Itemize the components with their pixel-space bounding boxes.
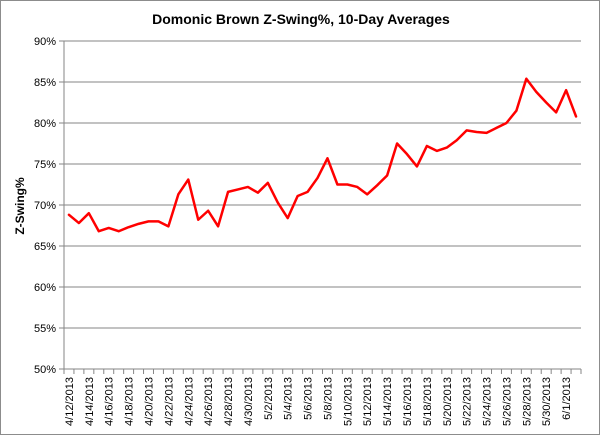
x-tick-label: 5/4/2013 xyxy=(283,377,295,420)
y-tick-label: 90% xyxy=(34,36,56,48)
data-point xyxy=(306,191,308,193)
data-point xyxy=(277,201,279,203)
chart-title: Domonic Brown Z-Swing%, 10-Day Averages xyxy=(152,11,450,27)
y-tick-label: 70% xyxy=(34,200,56,212)
data-point xyxy=(495,127,497,129)
data-point xyxy=(326,157,328,159)
x-tick-label: 4/30/2013 xyxy=(243,377,255,426)
data-point xyxy=(386,174,388,176)
data-point xyxy=(197,219,199,221)
x-tick-label: 4/18/2013 xyxy=(124,377,136,426)
y-tick-label: 60% xyxy=(34,282,56,294)
y-tick-label: 75% xyxy=(34,159,56,171)
x-tick-label: 5/30/2013 xyxy=(541,377,553,426)
data-point xyxy=(515,110,517,112)
data-point xyxy=(475,131,477,133)
x-tick-label: 4/26/2013 xyxy=(203,377,215,426)
data-point xyxy=(336,183,338,185)
x-tick-label: 4/20/2013 xyxy=(144,377,156,426)
x-tick-label: 6/1/2013 xyxy=(561,377,573,420)
gridlines xyxy=(64,40,581,329)
x-tick-label: 5/16/2013 xyxy=(402,377,414,426)
data-point xyxy=(127,226,129,228)
x-tick-label: 4/22/2013 xyxy=(163,377,175,426)
data-point xyxy=(426,145,428,147)
data-point xyxy=(436,150,438,152)
x-tick-label: 4/14/2013 xyxy=(84,377,96,426)
data-point xyxy=(545,101,547,103)
data-point xyxy=(207,210,209,212)
data-point xyxy=(575,115,577,117)
data-point xyxy=(157,220,159,222)
data-point xyxy=(187,178,189,180)
x-tick-label: 5/12/2013 xyxy=(362,377,374,426)
data-point xyxy=(416,165,418,167)
data-point xyxy=(535,91,537,93)
y-tick-labels: 50% 55% 60% 65% 70% 75% 80% 85% 90% xyxy=(34,36,56,376)
x-tick-label: 5/28/2013 xyxy=(521,377,533,426)
data-point xyxy=(296,195,298,197)
data-point xyxy=(98,230,100,232)
x-tick-label: 4/28/2013 xyxy=(223,377,235,426)
data-point xyxy=(147,220,149,222)
data-point xyxy=(446,146,448,148)
x-tick-label: 5/24/2013 xyxy=(482,377,494,426)
data-point xyxy=(406,153,408,155)
series-layer xyxy=(67,77,578,233)
data-point xyxy=(565,89,567,91)
data-point xyxy=(257,192,259,194)
y-tick-label: 50% xyxy=(34,364,56,376)
x-tick-label: 4/24/2013 xyxy=(183,377,195,426)
data-point xyxy=(217,225,219,227)
x-tick-label: 4/12/2013 xyxy=(64,377,76,426)
data-point xyxy=(68,214,70,216)
y-tick-label: 80% xyxy=(34,118,56,130)
x-tick-label: 4/16/2013 xyxy=(104,377,116,426)
data-point xyxy=(525,78,527,80)
x-tick-label: 5/20/2013 xyxy=(442,377,454,426)
axes xyxy=(59,40,582,374)
data-point xyxy=(237,188,239,190)
data-point xyxy=(485,132,487,134)
data-point xyxy=(456,139,458,141)
data-point xyxy=(167,225,169,227)
y-tick-label: 85% xyxy=(34,77,56,89)
data-point xyxy=(247,186,249,188)
x-tick-labels: 4/12/2013 4/14/2013 4/16/2013 4/18/2013 4/20… xyxy=(64,377,573,426)
data-point xyxy=(177,193,179,195)
data-point xyxy=(555,111,557,113)
data-point xyxy=(465,129,467,131)
data-point xyxy=(137,223,139,225)
y-axis-label: Z-Swing% xyxy=(13,177,27,235)
data-point xyxy=(346,183,348,185)
x-tick-label: 5/2/2013 xyxy=(263,377,275,420)
x-tick-label: 5/26/2013 xyxy=(501,377,513,426)
data-point xyxy=(117,230,119,232)
data-point xyxy=(505,122,507,124)
data-point xyxy=(78,222,80,224)
x-tick-label: 5/8/2013 xyxy=(322,377,334,420)
x-tick-label: 5/10/2013 xyxy=(342,377,354,426)
data-point xyxy=(267,182,269,184)
x-tick-label: 5/14/2013 xyxy=(382,377,394,426)
data-point xyxy=(366,193,368,195)
data-point xyxy=(108,227,110,229)
data-point xyxy=(396,142,398,144)
x-tick-label: 5/18/2013 xyxy=(422,377,434,426)
data-point xyxy=(227,191,229,193)
data-point xyxy=(88,212,90,214)
data-point xyxy=(287,217,289,219)
data-point xyxy=(316,177,318,179)
y-tick-label: 65% xyxy=(34,241,56,253)
data-point xyxy=(376,184,378,186)
y-tick-label: 55% xyxy=(34,323,56,335)
series-line xyxy=(67,77,578,233)
x-tick-label: 5/6/2013 xyxy=(303,377,315,420)
x-tick-label: 5/22/2013 xyxy=(462,377,474,426)
data-point xyxy=(356,186,358,188)
